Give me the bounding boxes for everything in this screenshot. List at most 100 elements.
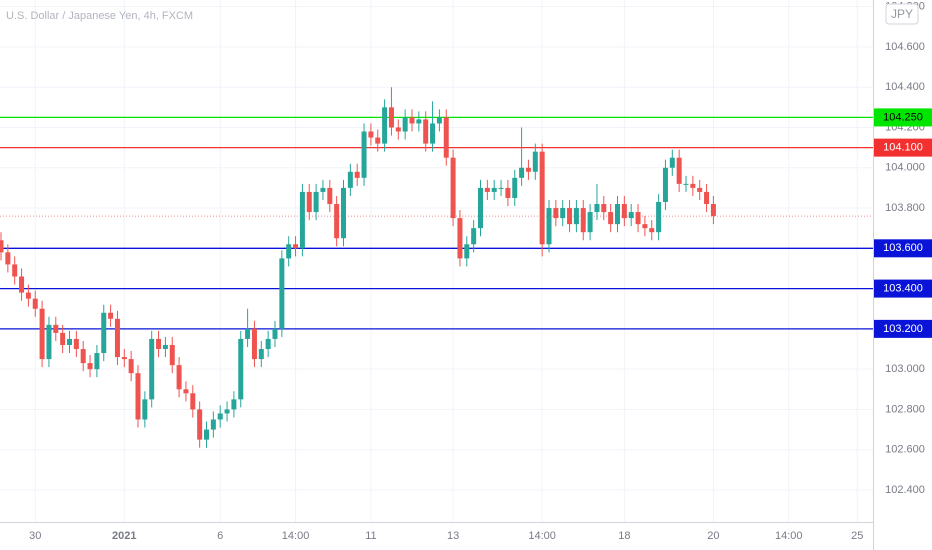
candle-body — [560, 208, 566, 219]
x-tick-label: 30 — [29, 530, 41, 542]
candle-body — [683, 183, 689, 185]
candle-body — [409, 117, 415, 124]
y-tick-label: 102.600 — [885, 444, 925, 456]
candle-body — [656, 201, 662, 233]
candle-body — [464, 244, 470, 259]
level-badge — [874, 138, 932, 157]
candle-body — [601, 204, 607, 213]
candle-body — [149, 338, 155, 400]
candle-body — [341, 187, 346, 239]
candle-body — [532, 151, 538, 172]
candle-body — [697, 187, 703, 192]
candle-body — [5, 252, 11, 265]
candle-body — [108, 312, 114, 319]
candle-body — [217, 413, 223, 420]
candle-body — [635, 212, 641, 225]
candle-body — [368, 131, 374, 138]
candle-body — [238, 338, 244, 400]
x-tick-label: 6 — [217, 530, 223, 542]
candle-body — [388, 107, 394, 128]
candle-body — [375, 137, 381, 144]
level-label: 103.200 — [883, 323, 923, 335]
x-tick-label: 14:00 — [775, 530, 803, 542]
candle-body — [320, 187, 326, 192]
x-tick-label: 25 — [851, 530, 863, 542]
candle-body — [621, 204, 627, 219]
candle-body — [80, 349, 86, 364]
levels — [0, 116, 873, 330]
candle-body — [573, 208, 579, 225]
candle-body — [231, 399, 237, 410]
candle-body — [197, 409, 203, 440]
level-label: 103.400 — [883, 282, 923, 294]
y-tick-label: 104.000 — [885, 162, 925, 174]
candle-body — [519, 167, 525, 178]
candle-body — [121, 357, 127, 360]
x-tick-label: 20 — [707, 530, 719, 542]
candle-body — [210, 419, 216, 430]
grid — [0, 0, 873, 522]
y-tick-label: 102.400 — [885, 484, 925, 496]
candle-body — [704, 191, 710, 205]
candle-body — [471, 228, 477, 245]
candle-body — [608, 212, 614, 225]
y-tick-label: 104.200 — [885, 121, 925, 133]
candle-body — [642, 224, 648, 229]
x-tick-label: 14:00 — [528, 530, 556, 542]
candle-body — [286, 244, 292, 259]
y-tick-label: 104.400 — [885, 81, 925, 93]
level-badge — [874, 279, 932, 298]
candle-body — [334, 204, 340, 239]
candle-body — [498, 187, 504, 189]
candle-body — [299, 191, 305, 249]
candle-body — [142, 399, 148, 420]
candle-body — [60, 332, 66, 345]
candle-body — [395, 127, 401, 132]
candle-body — [251, 328, 257, 360]
candle-body — [443, 117, 449, 158]
candle-body — [580, 208, 586, 233]
candle-body — [279, 258, 285, 329]
candle-body — [204, 429, 209, 440]
level-badge — [874, 239, 932, 258]
candles — [0, 87, 716, 448]
candle-body — [436, 117, 442, 124]
candle-body — [525, 167, 531, 172]
level-label: 104.100 — [883, 142, 923, 154]
candle-body — [382, 107, 388, 144]
candle-body — [567, 208, 573, 225]
candle-body — [354, 171, 360, 178]
candle-body — [128, 359, 134, 374]
candle-body — [450, 157, 456, 219]
candle-body — [73, 338, 79, 350]
level-badge — [874, 108, 932, 127]
candle-body — [245, 328, 251, 339]
candle-body — [594, 204, 600, 213]
level-badge — [874, 319, 932, 338]
y-tick-label: 102.800 — [885, 403, 925, 415]
candle-body — [649, 228, 655, 233]
level-label: 104.250 — [883, 111, 923, 123]
x-tick-label: 14:00 — [282, 530, 310, 542]
candle-body — [101, 312, 107, 354]
candle-body — [114, 318, 120, 358]
currency-label[interactable]: JPY — [891, 7, 913, 21]
candle-body — [94, 353, 100, 370]
candle-body — [32, 298, 38, 309]
candle-body — [135, 373, 141, 420]
candle-body — [553, 208, 559, 219]
candle-body — [347, 171, 353, 188]
candle-body — [19, 276, 25, 293]
x-tick-label: 11 — [365, 530, 376, 542]
candle-body — [505, 187, 511, 198]
axis: 102.400 102.600 102.800 103.000 103.800 104.0… — [29, 1, 932, 542]
candle-body — [662, 167, 668, 202]
candle-body — [272, 328, 278, 339]
candle-body — [478, 187, 483, 229]
candle-body — [156, 338, 162, 350]
currency-button[interactable] — [885, 3, 919, 25]
candle-body — [313, 191, 319, 213]
